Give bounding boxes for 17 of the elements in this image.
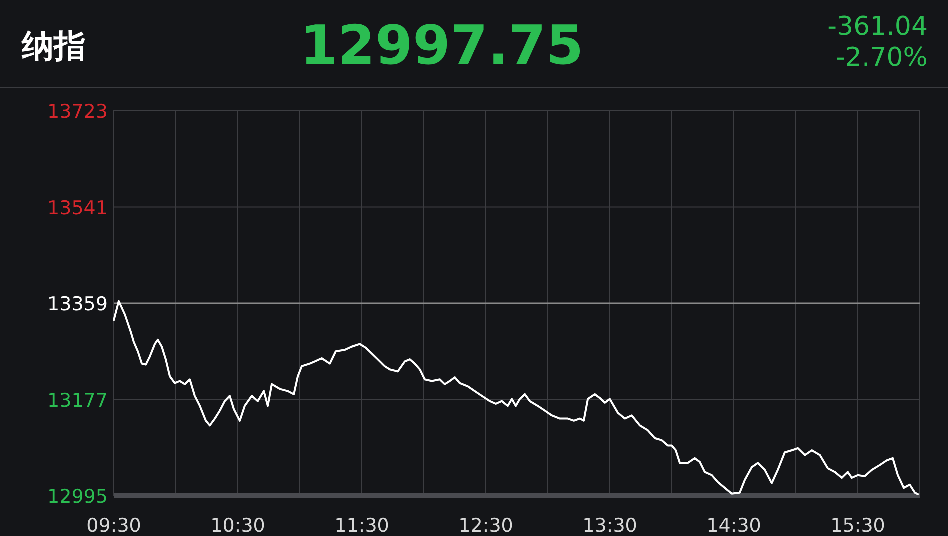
chart-title: 纳指 bbox=[21, 27, 86, 65]
y-tick-label: 13359 bbox=[48, 294, 108, 316]
text: 12997.75 bbox=[300, 14, 584, 77]
text: -361.04 bbox=[828, 12, 928, 42]
y-tick-label: 13541 bbox=[48, 197, 108, 220]
x-tick-label: 10:30 bbox=[210, 515, 266, 536]
y-tick-label: 13177 bbox=[48, 390, 108, 412]
x-tick-label: 13:30 bbox=[582, 515, 638, 536]
x-tick-label: 09:30 bbox=[86, 515, 142, 536]
y-tick-label: 12995 bbox=[48, 486, 108, 508]
line-series bbox=[113, 300, 920, 496]
x-tick-label: 11:30 bbox=[334, 515, 390, 536]
x-tick-label: 14:30 bbox=[706, 515, 762, 536]
text: -2.70% bbox=[836, 43, 928, 73]
y-tick-label: 13723 bbox=[48, 101, 108, 123]
x-tick-label: 12:30 bbox=[458, 515, 514, 536]
x-tick-label: 15:30 bbox=[830, 515, 886, 536]
